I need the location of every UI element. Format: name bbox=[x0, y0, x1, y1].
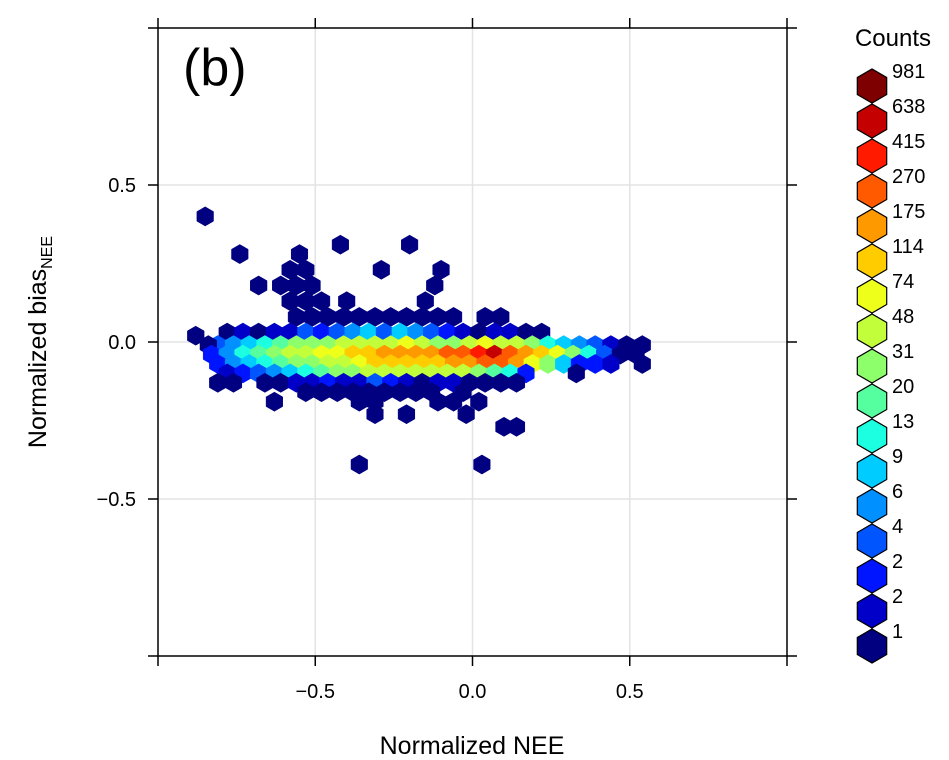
legend-label: 31 bbox=[892, 341, 914, 363]
legend-label: 270 bbox=[892, 166, 925, 188]
legend-swatch bbox=[856, 208, 888, 244]
hex-cell bbox=[602, 354, 620, 374]
legend-swatch bbox=[856, 523, 888, 559]
legend-label: 1 bbox=[892, 621, 903, 643]
legend-swatch bbox=[856, 243, 888, 279]
hex-cell bbox=[372, 259, 390, 280]
legend-swatch bbox=[856, 488, 888, 524]
hex-cell bbox=[250, 275, 268, 296]
hex-cell bbox=[401, 234, 419, 255]
hexbin-cells bbox=[187, 206, 651, 475]
hex-cell bbox=[445, 391, 463, 412]
hex-cell bbox=[338, 291, 356, 312]
y-axis-label: Normalized biasNEE bbox=[24, 236, 56, 448]
hex-cell bbox=[507, 372, 526, 393]
hex-cell bbox=[196, 206, 214, 227]
x-tick-label: −0.5 bbox=[296, 681, 335, 703]
legend-label: 20 bbox=[892, 376, 914, 398]
legend-swatch bbox=[856, 593, 888, 629]
x-tick-label: 0.0 bbox=[459, 681, 487, 703]
legend-swatch bbox=[856, 313, 888, 349]
hex-cell bbox=[416, 291, 434, 312]
y-tick-label: 0.0 bbox=[108, 332, 136, 354]
hex-cell bbox=[366, 404, 384, 425]
hex-cell bbox=[470, 391, 488, 412]
legend-label: 2 bbox=[892, 586, 903, 608]
legend-label: 6 bbox=[892, 481, 903, 503]
legend-label: 175 bbox=[892, 201, 925, 223]
hex-cell bbox=[272, 275, 290, 296]
legend-swatch bbox=[856, 278, 888, 314]
hex-cell bbox=[473, 454, 491, 475]
legend-label: 2 bbox=[892, 551, 903, 573]
legend-title: Counts bbox=[855, 25, 931, 52]
panel-label: (b) bbox=[183, 39, 247, 97]
legend-swatch bbox=[856, 68, 888, 104]
hex-cell bbox=[397, 404, 416, 425]
y-tick-label: 0.5 bbox=[108, 175, 136, 197]
hex-cell bbox=[567, 363, 585, 384]
legend-label: 9 bbox=[892, 446, 903, 468]
legend-label: 48 bbox=[892, 306, 914, 328]
hex-cell bbox=[633, 354, 651, 374]
legend-label: 4 bbox=[892, 516, 903, 538]
legend-swatch bbox=[856, 558, 888, 594]
legend-swatch bbox=[856, 348, 888, 384]
axis-ticks: −0.5 0.0 0.5 −0.5 0.0 0.5 bbox=[97, 18, 797, 703]
legend: 981 638 415 270 175 114 74 48 31 20 13 9 6 4 2 2 1 bbox=[856, 61, 925, 664]
hex-cell bbox=[224, 372, 243, 393]
hex-cell bbox=[457, 404, 475, 425]
hex-cell bbox=[231, 244, 249, 264]
hex-cell bbox=[265, 391, 283, 412]
y-axis-label-main: Normalized bias bbox=[24, 269, 52, 448]
y-tick-label: −0.5 bbox=[97, 489, 136, 511]
hex-cell bbox=[350, 454, 368, 475]
legend-swatch bbox=[856, 628, 888, 664]
x-axis-label: Normalized NEE bbox=[380, 732, 565, 760]
hex-cell bbox=[507, 416, 526, 437]
legend-swatch bbox=[856, 383, 888, 419]
legend-label: 74 bbox=[892, 271, 914, 293]
hex-cell bbox=[331, 234, 349, 255]
legend-label: 638 bbox=[892, 96, 925, 118]
legend-label: 415 bbox=[892, 131, 925, 153]
hex-cell bbox=[426, 275, 444, 296]
legend-label: 13 bbox=[892, 411, 914, 433]
legend-swatch bbox=[856, 138, 888, 174]
legend-swatch bbox=[856, 453, 888, 489]
legend-swatch bbox=[856, 103, 888, 139]
legend-swatch bbox=[856, 173, 888, 209]
x-tick-label: 0.5 bbox=[616, 681, 644, 703]
legend-label: 981 bbox=[892, 61, 925, 83]
legend-label: 114 bbox=[892, 236, 924, 258]
legend-swatch bbox=[856, 418, 888, 454]
y-axis-label-subscript: NEE bbox=[39, 236, 56, 269]
